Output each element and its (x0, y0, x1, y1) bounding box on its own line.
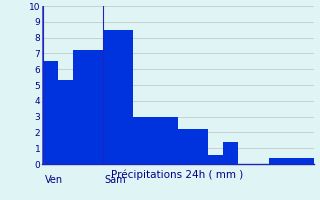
X-axis label: Précipitations 24h ( mm ): Précipitations 24h ( mm ) (111, 170, 244, 180)
Bar (73, 50, 88, 164)
Bar (299, 158, 314, 164)
Bar (193, 129, 208, 164)
Text: Sam: Sam (105, 175, 126, 185)
Bar (208, 155, 223, 164)
Bar (148, 117, 163, 164)
Bar (58, 80, 73, 164)
Bar (163, 117, 178, 164)
Bar (118, 30, 133, 164)
Bar (268, 158, 284, 164)
Bar (103, 30, 118, 164)
Bar (284, 158, 299, 164)
Bar (43, 61, 58, 164)
Text: Ven: Ven (44, 175, 63, 185)
Bar (223, 142, 238, 164)
Bar (133, 117, 148, 164)
Bar (88, 50, 103, 164)
Bar (178, 129, 193, 164)
